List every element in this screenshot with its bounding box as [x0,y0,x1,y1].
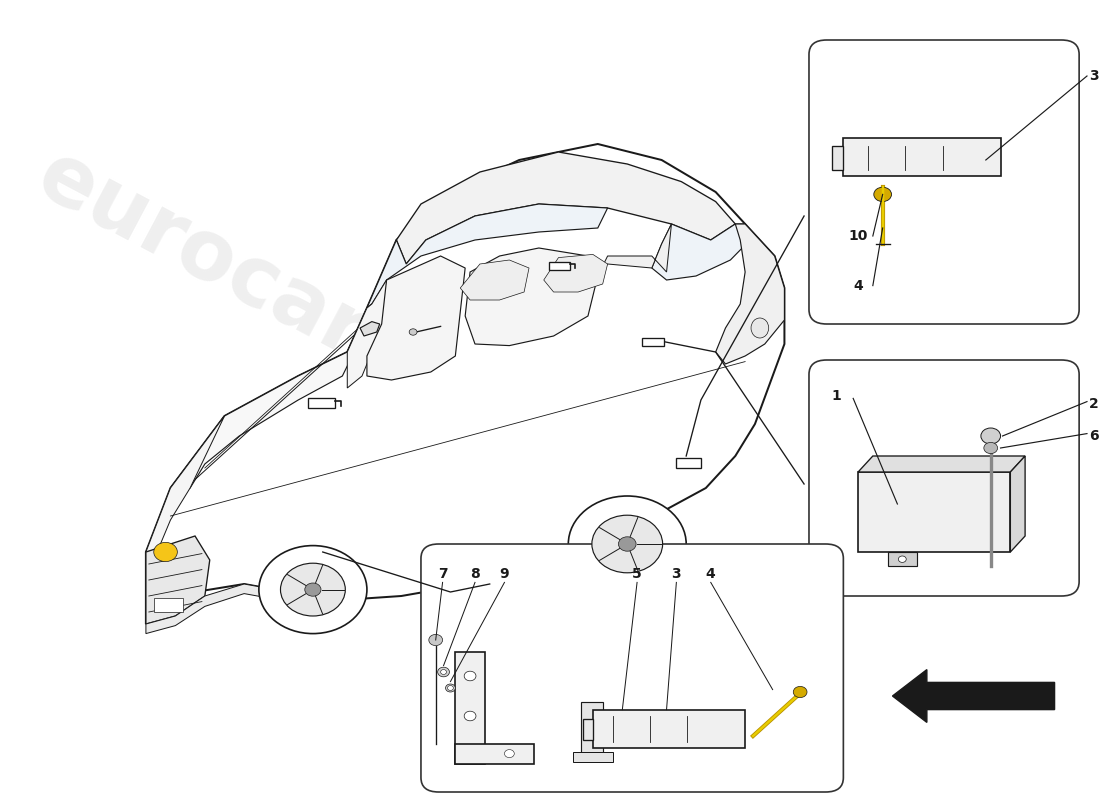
Polygon shape [892,670,1055,722]
Circle shape [569,496,686,592]
Circle shape [438,667,450,677]
Text: 7: 7 [438,567,448,582]
Text: 3: 3 [1089,69,1099,83]
Polygon shape [543,254,607,292]
Circle shape [505,750,515,758]
Circle shape [441,670,447,674]
Polygon shape [716,224,784,364]
Text: 9: 9 [499,567,509,582]
Circle shape [409,329,417,335]
Polygon shape [597,224,671,276]
Polygon shape [832,146,844,170]
FancyBboxPatch shape [808,360,1079,596]
Polygon shape [170,304,372,488]
Text: 10: 10 [848,229,868,243]
Circle shape [592,515,662,573]
Circle shape [280,563,345,616]
Polygon shape [367,204,607,308]
Polygon shape [460,260,529,300]
Circle shape [258,546,367,634]
Circle shape [305,583,321,596]
Text: 4: 4 [854,278,864,293]
FancyBboxPatch shape [808,40,1079,324]
Circle shape [448,686,453,690]
Text: eurocarpars: eurocarpars [23,135,563,473]
Bar [642,338,663,346]
Circle shape [793,686,807,698]
Bar [308,398,336,408]
Circle shape [464,671,476,681]
Polygon shape [146,144,784,624]
Text: 3: 3 [672,567,681,582]
Text: a passion for parts since 1955: a passion for parts since 1955 [359,521,622,631]
Polygon shape [652,224,750,280]
Polygon shape [888,552,917,566]
Text: 8: 8 [470,567,480,582]
Circle shape [429,634,442,646]
Polygon shape [1011,456,1025,552]
Polygon shape [573,752,613,762]
Polygon shape [583,719,593,740]
Polygon shape [396,152,735,264]
Bar [676,458,701,468]
Circle shape [446,684,455,692]
Text: 6: 6 [1089,429,1099,443]
Text: 2: 2 [1089,397,1099,411]
Polygon shape [146,536,210,624]
Ellipse shape [751,318,769,338]
Circle shape [618,537,636,551]
Circle shape [464,711,476,721]
Polygon shape [455,744,534,764]
Polygon shape [360,322,379,336]
Polygon shape [858,456,1025,472]
Polygon shape [146,584,288,634]
Polygon shape [455,652,485,764]
Circle shape [154,542,177,562]
Polygon shape [465,248,597,346]
Text: 1: 1 [832,389,842,403]
Bar [549,262,570,270]
Bar [154,598,184,612]
Polygon shape [146,416,224,560]
Circle shape [981,428,1001,444]
Polygon shape [581,702,603,760]
FancyBboxPatch shape [421,544,844,792]
Polygon shape [348,280,386,388]
Polygon shape [844,138,1001,176]
Polygon shape [593,710,745,748]
Text: 4: 4 [706,567,716,582]
Circle shape [873,187,891,202]
Text: 5: 5 [632,567,642,582]
Polygon shape [367,256,465,380]
Circle shape [899,556,906,562]
Polygon shape [858,472,1011,552]
Circle shape [983,442,998,454]
